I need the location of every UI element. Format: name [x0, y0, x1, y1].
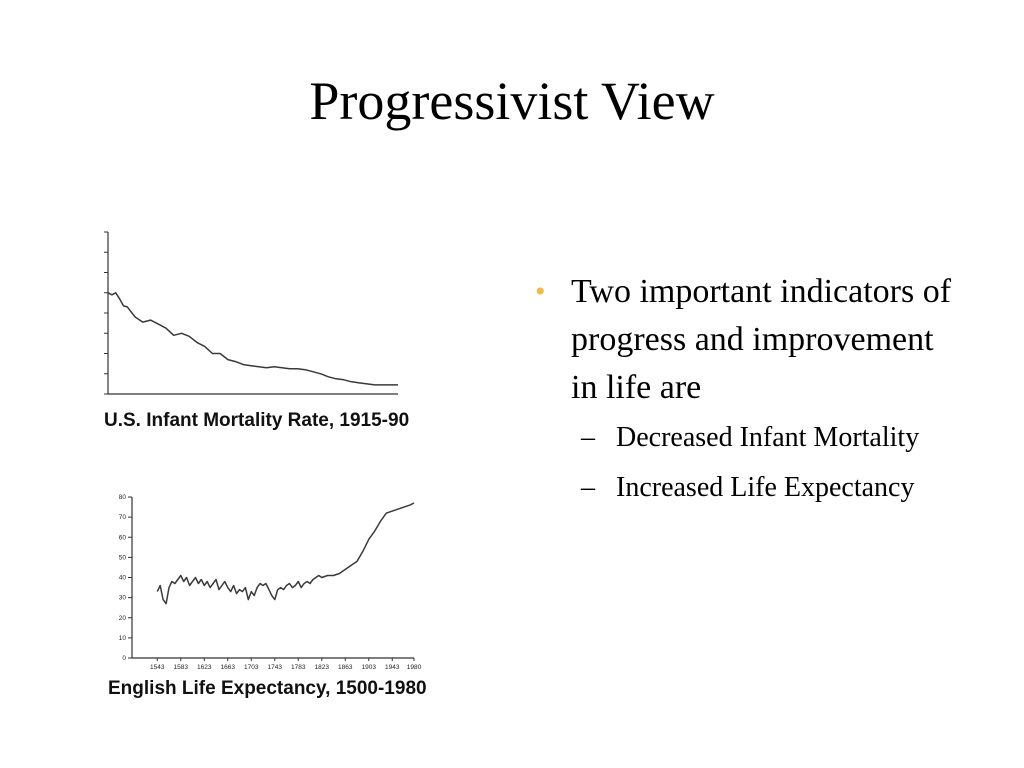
- x-tick-label: 1543: [150, 664, 165, 671]
- x-tick-label: 1943: [385, 664, 400, 671]
- y-tick-label: 50: [119, 554, 127, 561]
- x-tick-label: 1903: [362, 664, 377, 671]
- sub-bullet-marker: –: [581, 472, 595, 503]
- sub-bullet-text: Increased Life Expectancy: [616, 472, 915, 503]
- data-line: [156, 502, 415, 605]
- x-tick-label: 1823: [315, 664, 330, 671]
- life-expectancy-chart: 0 10 20 30 40 50 60 70 80 1543 1583 1623 1663 1703 174…: [108, 494, 427, 699]
- life-expectancy-plot: 0 10 20 30 40 50 60 70 80 1543 1583 1623 1663 1703 174…: [119, 494, 422, 671]
- slide-title: Progressivist View: [309, 71, 715, 131]
- y-tick-label: 10: [119, 635, 127, 642]
- x-tick-label: 1863: [338, 664, 353, 671]
- sub-bullet-item: – Decreased Infant Mortality: [581, 418, 955, 458]
- infant-mortality-plot: [104, 231, 398, 395]
- y-tick-label: 60: [119, 534, 127, 541]
- x-tick-label: 1623: [197, 664, 212, 671]
- x-tick-label: 1703: [244, 664, 259, 671]
- x-tick-label: 1583: [174, 664, 189, 671]
- y-tick-label: 20: [119, 615, 127, 622]
- y-tick-label: 40: [119, 575, 127, 582]
- y-tick-label: 30: [119, 595, 127, 602]
- bullet-text: Two important indicators of progress and…: [571, 273, 952, 406]
- bullet-item: • Two important indicators of progress a…: [535, 268, 955, 412]
- sub-bullet-item: – Increased Life Expectancy: [581, 468, 955, 508]
- data-line: [107, 292, 398, 386]
- x-tick-label: 1783: [291, 664, 306, 671]
- y-tick-label: 0: [122, 655, 126, 662]
- bullet-list: • Two important indicators of progress a…: [535, 268, 955, 518]
- bullet-marker: •: [535, 275, 546, 308]
- y-tick-label: 80: [119, 494, 127, 501]
- sub-bullet-text: Decreased Infant Mortality: [616, 422, 920, 453]
- y-tick-label: 70: [119, 514, 127, 521]
- x-tick-label: 1663: [221, 664, 236, 671]
- sub-bullet-list: – Decreased Infant Mortality – Increased…: [581, 418, 955, 508]
- sub-bullet-marker: –: [581, 422, 595, 453]
- x-tick-label: 1980: [407, 664, 422, 671]
- infant-mortality-caption: U.S. Infant Mortality Rate, 1915-90: [104, 410, 409, 431]
- life-expectancy-caption: English Life Expectancy, 1500-1980: [108, 678, 427, 699]
- x-tick-label: 1743: [268, 664, 283, 671]
- infant-mortality-chart: U.S. Infant Mortality Rate, 1915-90: [104, 231, 409, 431]
